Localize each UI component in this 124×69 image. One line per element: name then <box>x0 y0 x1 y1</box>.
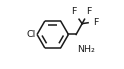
Text: F: F <box>93 18 98 26</box>
Text: F: F <box>71 7 77 16</box>
Text: NH₂: NH₂ <box>77 45 95 54</box>
Text: Cl: Cl <box>27 30 36 39</box>
Text: F: F <box>87 7 92 16</box>
